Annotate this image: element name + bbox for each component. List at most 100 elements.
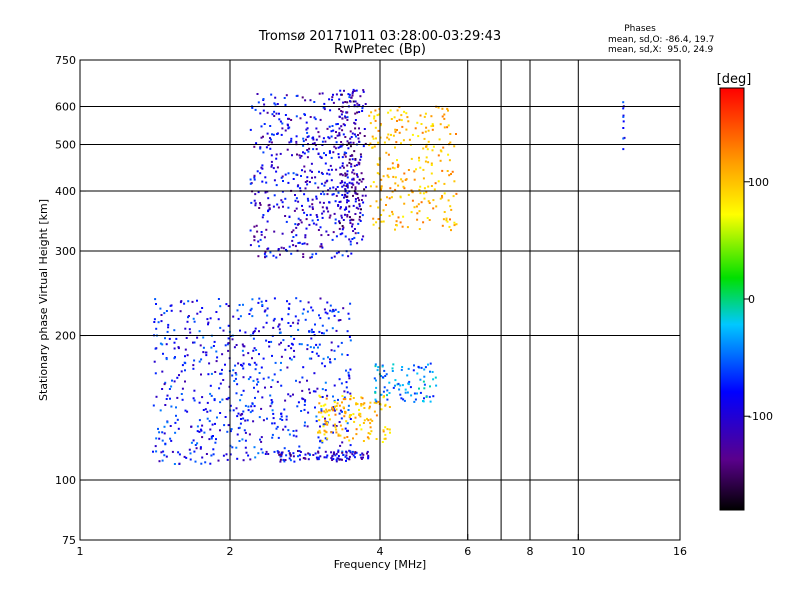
data-point xyxy=(439,197,442,200)
data-point xyxy=(358,205,361,208)
data-point xyxy=(153,321,156,323)
data-point xyxy=(202,346,205,349)
data-point xyxy=(383,386,386,389)
data-point xyxy=(287,450,290,452)
data-point xyxy=(173,329,176,332)
data-point xyxy=(382,175,385,178)
data-point xyxy=(346,192,349,195)
data-point xyxy=(448,159,451,162)
data-point xyxy=(161,388,164,390)
data-point xyxy=(330,256,333,259)
data-point xyxy=(349,130,352,133)
data-point xyxy=(152,450,154,453)
data-point xyxy=(354,192,357,195)
data-point xyxy=(346,176,349,179)
data-point xyxy=(326,423,329,426)
data-point xyxy=(381,376,384,379)
data-point xyxy=(255,363,258,366)
data-point xyxy=(443,211,446,213)
data-point xyxy=(196,430,199,433)
data-point xyxy=(235,392,238,395)
data-point xyxy=(344,172,347,175)
data-point xyxy=(441,196,444,199)
data-point xyxy=(242,362,245,365)
data-point xyxy=(328,173,331,176)
data-point xyxy=(232,409,235,412)
data-point xyxy=(387,167,389,170)
data-point xyxy=(303,403,306,406)
data-point xyxy=(374,363,377,366)
data-point xyxy=(322,137,325,140)
data-point xyxy=(245,451,248,454)
data-point xyxy=(219,305,222,308)
data-point xyxy=(287,181,290,184)
data-point xyxy=(272,205,275,208)
data-point xyxy=(389,109,392,112)
data-point xyxy=(346,170,349,173)
data-point xyxy=(227,337,230,340)
data-point xyxy=(307,150,310,153)
data-point xyxy=(268,341,270,343)
data-point xyxy=(417,203,420,206)
data-point xyxy=(272,319,275,322)
data-point xyxy=(271,433,274,436)
x-axis-ticks: 1 2 4 6 8 10 16 xyxy=(77,534,687,558)
data-point xyxy=(329,304,332,307)
data-point xyxy=(375,402,378,405)
data-point xyxy=(348,161,351,164)
data-point xyxy=(226,458,229,461)
data-point xyxy=(419,166,422,169)
data-point xyxy=(349,216,351,219)
data-point xyxy=(341,162,344,165)
data-point xyxy=(235,373,238,376)
data-point xyxy=(287,393,290,396)
data-point xyxy=(320,405,323,408)
data-point xyxy=(338,220,341,223)
data-point xyxy=(270,154,273,157)
data-point xyxy=(167,326,170,329)
data-point xyxy=(398,131,401,134)
data-point xyxy=(338,378,341,381)
data-point xyxy=(407,383,410,386)
data-point xyxy=(215,311,218,313)
data-point xyxy=(410,157,413,160)
data-point xyxy=(321,92,324,95)
data-point xyxy=(280,412,283,415)
data-point xyxy=(335,460,338,463)
data-point xyxy=(306,183,309,186)
data-point xyxy=(344,188,347,191)
data-point xyxy=(341,129,344,132)
data-point xyxy=(276,450,279,453)
data-point xyxy=(257,101,260,104)
data-point xyxy=(418,228,421,230)
data-point xyxy=(430,162,433,165)
data-point xyxy=(249,411,252,414)
data-point xyxy=(391,210,394,213)
data-point xyxy=(292,172,295,175)
data-point xyxy=(308,205,311,208)
data-point xyxy=(178,462,181,465)
data-point xyxy=(247,454,250,457)
data-point xyxy=(193,341,196,344)
data-point xyxy=(261,180,264,183)
data-point xyxy=(333,399,336,402)
data-point xyxy=(261,451,264,454)
data-point xyxy=(348,439,351,442)
data-point xyxy=(260,448,263,451)
data-point xyxy=(263,123,266,125)
data-point xyxy=(341,194,344,196)
data-point xyxy=(333,401,336,404)
data-point xyxy=(341,451,344,454)
data-point xyxy=(423,375,426,378)
data-point xyxy=(260,125,263,128)
data-point xyxy=(328,409,330,412)
data-point xyxy=(336,134,339,137)
data-point xyxy=(192,341,194,344)
data-point xyxy=(388,428,391,431)
data-point xyxy=(174,431,177,434)
data-point xyxy=(342,454,345,456)
data-point xyxy=(294,245,297,248)
data-point xyxy=(304,400,306,403)
data-point xyxy=(241,364,244,367)
data-point xyxy=(208,362,211,365)
